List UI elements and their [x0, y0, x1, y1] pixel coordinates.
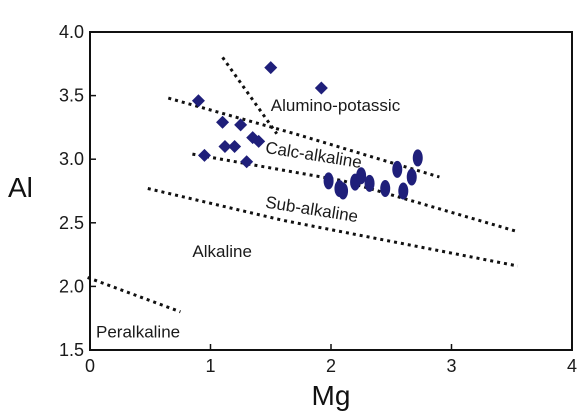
ellipse-point: [392, 160, 403, 178]
x-tick-label: 2: [326, 356, 336, 376]
ellipse-point: [412, 149, 423, 167]
diamond-point: [264, 61, 278, 75]
y-tick-label: 2.5: [59, 213, 84, 233]
diamond-point: [197, 148, 211, 162]
region-label: Peralkaline: [96, 322, 180, 341]
boundary-line-alumino-potassic-calc-alkaline: [167, 96, 440, 179]
y-tick-label: 3.5: [59, 86, 84, 106]
diamond-point: [240, 155, 254, 169]
y-tick-label: 1.5: [59, 340, 84, 360]
x-tick-label: 0: [85, 356, 95, 376]
axis-ticks: 0 1 2 3 4 1.5 2.0 2.5 3.0 3.5 4.0: [59, 22, 577, 376]
ellipse-point: [356, 167, 367, 185]
x-tick-label: 3: [446, 356, 456, 376]
y-tick-label: 4.0: [59, 22, 84, 42]
ellipse-point: [338, 182, 349, 200]
diamond-point: [216, 115, 230, 129]
data-points: [191, 61, 423, 200]
region-label: Alkaline: [192, 242, 252, 261]
diamond-point: [234, 118, 248, 132]
ellipse-point: [406, 168, 417, 186]
region-labels: Alumino-potassicCalc-alkalineSub-alkalin…: [96, 96, 401, 341]
y-axis-title: Al: [8, 172, 33, 203]
boundary-line-upper-steep: [221, 56, 279, 135]
diamond-point: [252, 134, 266, 148]
diamond-point: [228, 139, 242, 153]
x-tick-label: 4: [567, 356, 577, 376]
x-tick-label: 1: [205, 356, 215, 376]
ellipse-point: [380, 179, 391, 197]
ellipse-point: [323, 172, 334, 190]
ellipse-point: [398, 182, 409, 200]
diamond-point: [191, 94, 205, 108]
region-label: Alumino-potassic: [271, 96, 401, 115]
x-axis-title: Mg: [312, 380, 351, 411]
boundary-line-alkaline-peralkaline: [87, 276, 181, 314]
ellipse-point: [364, 174, 375, 192]
diamond-point: [218, 139, 232, 153]
diamond-point: [314, 81, 328, 95]
y-tick-label: 2.0: [59, 276, 84, 296]
y-tick-label: 3.0: [59, 149, 84, 169]
region-label: Calc-alkaline: [264, 138, 363, 172]
